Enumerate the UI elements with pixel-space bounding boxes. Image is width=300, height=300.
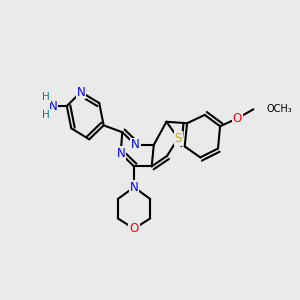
Text: O: O	[129, 222, 139, 235]
Text: H: H	[42, 110, 50, 120]
Text: N: N	[76, 85, 85, 98]
Text: N: N	[49, 100, 57, 112]
Text: O: O	[232, 112, 242, 125]
Text: N: N	[130, 181, 138, 194]
Text: N: N	[131, 138, 140, 152]
Text: OCH₃: OCH₃	[267, 104, 292, 114]
Text: N: N	[116, 147, 125, 160]
Text: H: H	[42, 92, 50, 102]
Text: S: S	[175, 132, 182, 145]
